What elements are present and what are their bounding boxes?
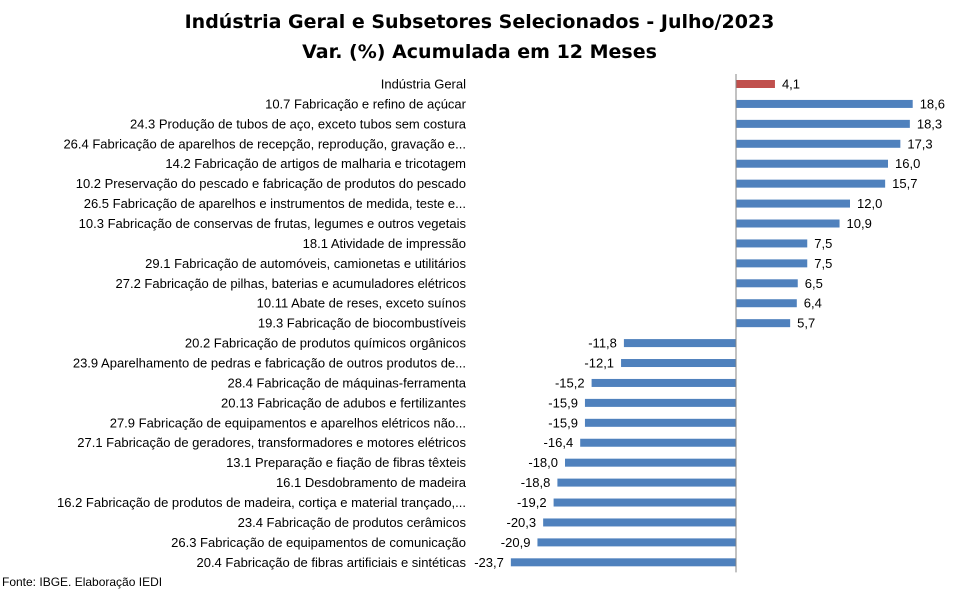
value-label: -19,2 [517,495,547,510]
category-label: 26.4 Fabricação de aparelhos de recepção… [63,136,466,151]
bar [580,438,736,447]
bar [584,398,736,407]
bar [584,418,736,427]
bar [736,319,791,328]
bar [736,199,850,208]
bar [736,239,808,248]
bar [736,299,797,308]
category-label: 10.11 Abate de reses, exceto suínos [257,296,467,311]
bar [736,219,840,228]
value-label: -20,9 [501,535,531,550]
category-label: 26.5 Fabricação de aparelhos e instrumen… [84,196,466,211]
category-label: 18.1 Atividade de impressão [303,236,466,251]
value-label: -15,9 [548,395,578,410]
value-label: 4,1 [782,77,800,92]
category-label: 16.2 Fabricação de produtos de madeira, … [57,495,466,510]
category-label: 24.3 Produção de tubos de aço, exceto tu… [130,116,467,131]
bar [621,359,736,368]
bar [565,458,736,467]
bar [591,378,736,387]
category-label: Indústria Geral [381,77,466,92]
chart-subtitle: Var. (%) Acumulada em 12 Meses [302,41,657,63]
category-label: 27.9 Fabricação de equipamentos e aparel… [110,415,466,430]
category-label: 13.1 Preparação e fiação de fibras têxte… [226,455,466,470]
value-label: 6,4 [804,296,822,311]
category-label: 20.2 Fabricação de produtos químicos org… [185,336,467,351]
source-note: Fonte: IBGE. Elaboração IEDI [2,575,163,589]
bar [510,558,736,567]
value-label: 15,7 [892,176,917,191]
bar [736,119,910,128]
value-label: 16,0 [895,156,920,171]
value-label: 17,3 [907,136,932,151]
bar [736,159,888,168]
category-label: 29.1 Fabricação de automóveis, camioneta… [145,256,466,271]
category-label: 27.1 Fabricação de geradores, transforma… [77,435,466,450]
value-label: -16,4 [544,435,574,450]
value-label: -12,1 [584,356,614,371]
category-label: 23.4 Fabricação de produtos cerâmicos [238,515,467,530]
value-label: -11,8 [588,336,617,351]
category-label: 20.4 Fabricação de fibras artificiais e … [196,555,466,570]
category-label: 23.9 Aparelhamento de pedras e fabricaçã… [73,356,466,371]
value-label: 12,0 [857,196,882,211]
bar [736,179,886,188]
value-label: 5,7 [797,316,815,331]
chart-title: Indústria Geral e Subsetores Selecionado… [184,11,775,33]
bar [623,339,736,348]
value-label: 7,5 [814,236,832,251]
bar [736,279,798,288]
category-label: 10.3 Fabricação de conservas de frutas, … [79,216,467,231]
bar [553,498,736,507]
category-label: 19.3 Fabricação de biocombustíveis [258,316,467,331]
value-label: -18,0 [528,455,558,470]
value-label: 10,9 [847,216,872,231]
category-label: 20.13 Fabricação de adubos e fertilizant… [221,395,466,410]
bar [543,518,736,527]
bar [557,478,736,487]
category-label: 10.2 Preservação do pescado e fabricação… [76,176,466,191]
category-label: 16.1 Desdobramento de madeira [276,475,467,490]
value-label: 6,5 [805,276,823,291]
value-label: -15,2 [555,375,585,390]
category-label: 28.4 Fabricação de máquinas-ferramenta [228,375,467,390]
category-label: 14.2 Fabricação de artigos de malharia e… [165,156,466,171]
value-label: 18,6 [920,96,945,111]
value-label: -23,7 [474,555,504,570]
value-label: -18,8 [521,475,551,490]
value-label: -15,9 [548,415,578,430]
value-label: 18,3 [917,116,942,131]
bar [736,99,913,108]
bar-highlight [736,80,775,88]
category-label: 10.7 Fabricação e refino de açúcar [265,96,467,111]
bar [736,139,901,148]
value-label: 7,5 [814,256,832,271]
bar [537,538,736,547]
category-label: 27.2 Fabricação de pilhas, baterias e ac… [116,276,467,291]
value-label: -20,3 [507,515,537,530]
category-label: 26.3 Fabricação de equipamentos de comun… [171,535,466,550]
bar [736,259,808,268]
